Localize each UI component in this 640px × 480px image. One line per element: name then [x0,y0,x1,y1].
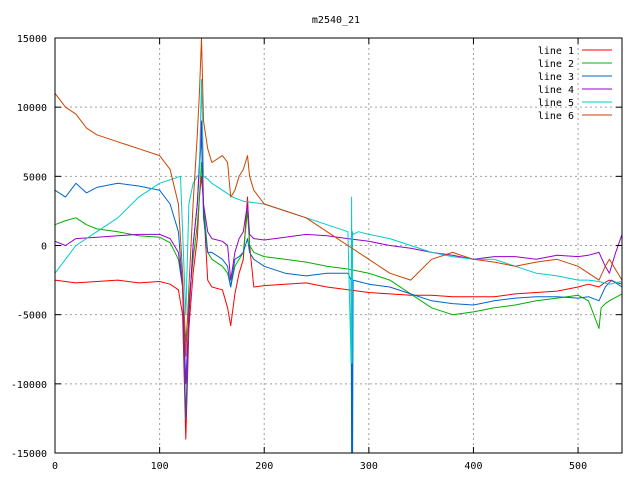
axis-ticks: 0 100 200 300 400 500 -15000 -10000 -5000 0 5000 10… [11,34,622,472]
series-line-5 [54,79,623,364]
x-tick-label: 500 [569,461,587,472]
series-line-3 [54,134,623,454]
y-tick-label: 15000 [17,34,47,45]
x-tick-label: 300 [360,461,378,472]
y-tick-label: 5000 [23,172,47,183]
y-tick-label: -15000 [11,449,47,460]
y-tick-label: 10000 [17,103,47,114]
x-tick-label: 0 [52,461,58,472]
series-line-6 [54,37,623,357]
chart-title: m2540_21 [312,15,360,26]
legend-label-6: line 6 [538,111,574,122]
legend: line 1 line 2 line 3 line 4 line 5 line 6 [538,46,612,122]
series-line-4 [54,120,623,385]
legend-label-1: line 1 [538,46,574,57]
x-tick-label: 100 [151,461,169,472]
legend-label-5: line 5 [538,98,574,109]
x-tick-label: 400 [464,461,482,472]
legend-label-4: line 4 [538,85,574,96]
series-line-1 [54,175,623,440]
y-tick-label: -10000 [11,380,47,391]
legend-label-3: line 3 [538,72,574,83]
legend-label-2: line 2 [538,59,574,70]
y-tick-label: 0 [41,242,47,253]
x-tick-label: 200 [255,461,273,472]
y-tick-label: -5000 [17,311,47,322]
series-group [54,37,623,454]
grid [55,38,622,453]
